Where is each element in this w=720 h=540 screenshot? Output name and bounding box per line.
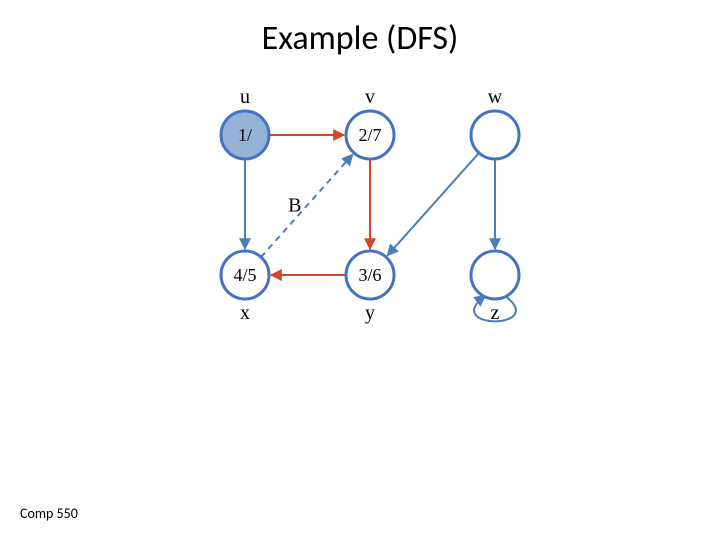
node-label-z: z	[491, 302, 500, 324]
slide-footer: Comp 550	[20, 505, 78, 522]
edge-w-y	[387, 153, 479, 256]
node-label-w: w	[488, 86, 503, 108]
node-label-u: u	[240, 86, 250, 108]
dfs-graph: B 1/u 2/7 v w 4/5 x 3/6 y z	[0, 0, 720, 540]
node-z	[471, 251, 519, 299]
node-value-x: 4/5	[233, 265, 256, 285]
edge-label-B: B	[288, 195, 301, 217]
node-label-v: v	[365, 86, 375, 108]
node-label-y: y	[365, 302, 375, 324]
node-value-v: 2/7	[358, 125, 381, 145]
slide: Example (DFS) B1/u2/7vw4/5x3/6yz Comp 55…	[0, 0, 720, 540]
node-w	[471, 111, 519, 159]
node-value-y: 3/6	[358, 265, 381, 285]
node-value-u: 1/	[238, 125, 252, 145]
edge-x-v	[261, 154, 353, 257]
node-label-x: x	[240, 302, 250, 324]
